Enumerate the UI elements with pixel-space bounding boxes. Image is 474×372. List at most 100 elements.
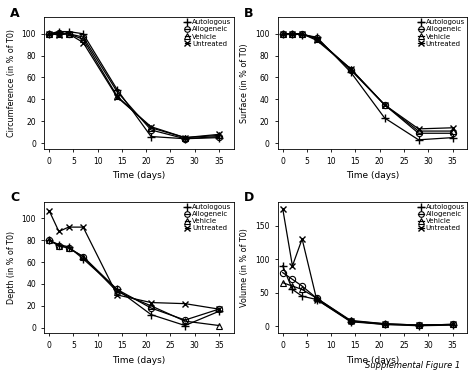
Allogeneic: [290, 32, 295, 36]
X-axis label: Time (days): Time (days): [112, 171, 165, 180]
Vehicle: [56, 32, 62, 36]
Autologous: [348, 70, 354, 74]
Allogeneic: [382, 322, 387, 327]
Allogeneic: [348, 319, 354, 323]
Line: Untreated: Untreated: [280, 206, 456, 328]
Vehicle: [382, 103, 387, 107]
Vehicle: [148, 304, 154, 308]
Autologous: [182, 137, 188, 141]
Allogeneic: [299, 284, 305, 288]
Untreated: [46, 32, 52, 36]
Vehicle: [182, 135, 188, 140]
Line: Autologous: Autologous: [45, 236, 223, 330]
Untreated: [182, 135, 188, 140]
Allogeneic: [56, 31, 62, 35]
Untreated: [182, 301, 188, 306]
Autologous: [56, 29, 62, 34]
Allogeneic: [299, 32, 305, 36]
Untreated: [450, 126, 456, 130]
Vehicle: [182, 319, 188, 323]
Untreated: [450, 322, 456, 327]
Allogeneic: [148, 128, 154, 132]
Vehicle: [314, 37, 319, 41]
Allogeneic: [450, 322, 456, 327]
Untreated: [348, 67, 354, 71]
Untreated: [148, 125, 154, 129]
Line: Vehicle: Vehicle: [46, 237, 222, 328]
Vehicle: [280, 280, 285, 285]
Allogeneic: [314, 36, 319, 41]
Autologous: [114, 87, 120, 92]
Allogeneic: [348, 68, 354, 72]
Untreated: [216, 132, 222, 137]
Allogeneic: [46, 32, 52, 36]
Vehicle: [216, 133, 222, 138]
Autologous: [450, 135, 456, 140]
Autologous: [314, 297, 319, 302]
Allogeneic: [114, 90, 120, 94]
Vehicle: [416, 323, 421, 327]
Y-axis label: Circumference (in % of T0): Circumference (in % of T0): [7, 29, 16, 137]
Autologous: [450, 323, 456, 327]
Autologous: [66, 244, 72, 249]
Vehicle: [56, 243, 62, 248]
Untreated: [216, 307, 222, 311]
Autologous: [46, 238, 52, 243]
Allogeneic: [80, 35, 86, 39]
Line: Untreated: Untreated: [46, 31, 222, 141]
Allogeneic: [416, 323, 421, 327]
Line: Vehicle: Vehicle: [46, 31, 222, 141]
Autologous: [280, 32, 285, 36]
Untreated: [280, 206, 285, 211]
Allogeneic: [46, 238, 52, 243]
Autologous: [314, 35, 319, 39]
Vehicle: [348, 318, 354, 323]
Allogeneic: [450, 131, 456, 135]
Untreated: [290, 32, 295, 36]
Untreated: [290, 264, 295, 268]
Vehicle: [348, 67, 354, 71]
Allogeneic: [280, 270, 285, 275]
Text: C: C: [10, 192, 19, 205]
Autologous: [348, 320, 354, 324]
Untreated: [66, 225, 72, 230]
Untreated: [80, 225, 86, 230]
Untreated: [46, 208, 52, 213]
Autologous: [416, 324, 421, 328]
Text: B: B: [244, 7, 253, 20]
Line: Autologous: Autologous: [279, 30, 456, 144]
Untreated: [56, 229, 62, 234]
Legend: Autologous, Allogeneic, Vehicle, Untreated: Autologous, Allogeneic, Vehicle, Untreat…: [184, 19, 232, 47]
Autologous: [299, 294, 305, 298]
Y-axis label: Surface (in % of T0): Surface (in % of T0): [240, 43, 249, 123]
Autologous: [416, 138, 421, 142]
X-axis label: Time (days): Time (days): [346, 171, 399, 180]
Autologous: [182, 323, 188, 328]
Vehicle: [299, 287, 305, 292]
Allogeneic: [56, 243, 62, 248]
Allogeneic: [382, 103, 387, 107]
Autologous: [80, 32, 86, 36]
Autologous: [382, 116, 387, 120]
Vehicle: [290, 32, 295, 36]
Allogeneic: [114, 287, 120, 292]
Allogeneic: [66, 32, 72, 36]
Allogeneic: [148, 306, 154, 310]
Untreated: [114, 293, 120, 297]
Line: Untreated: Untreated: [46, 208, 222, 312]
Legend: Autologous, Allogeneic, Vehicle, Untreated: Autologous, Allogeneic, Vehicle, Untreat…: [418, 203, 465, 232]
Autologous: [280, 264, 285, 268]
Line: Allogeneic: Allogeneic: [46, 237, 222, 323]
Autologous: [148, 134, 154, 139]
Allogeneic: [314, 296, 319, 301]
Legend: Autologous, Allogeneic, Vehicle, Untreated: Autologous, Allogeneic, Vehicle, Untreat…: [184, 203, 232, 232]
Autologous: [56, 243, 62, 247]
Vehicle: [450, 129, 456, 133]
Untreated: [382, 321, 387, 326]
X-axis label: Time (days): Time (days): [346, 356, 399, 365]
Untreated: [416, 126, 421, 131]
Line: Vehicle: Vehicle: [280, 280, 456, 328]
Text: Supplemental Figure 1: Supplemental Figure 1: [365, 361, 460, 370]
Line: Allogeneic: Allogeneic: [46, 29, 222, 142]
Autologous: [148, 312, 154, 317]
